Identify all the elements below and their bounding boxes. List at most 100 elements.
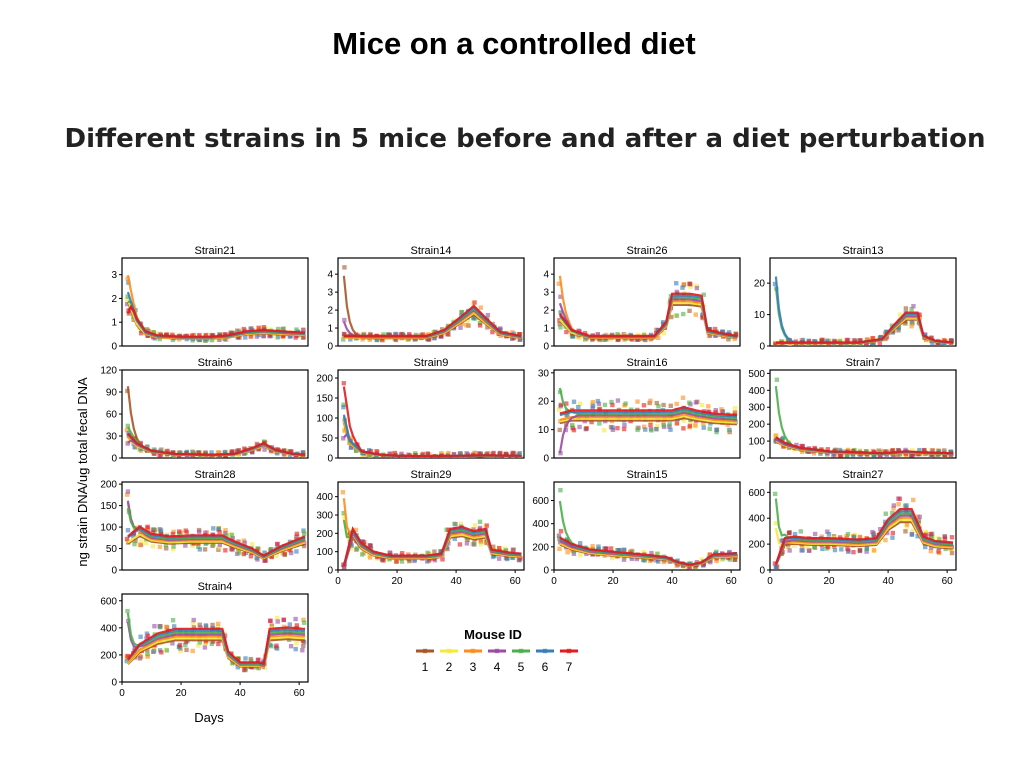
x-tick-label: 0 bbox=[551, 576, 557, 587]
point-mouse-6 bbox=[917, 447, 922, 453]
panel-title: Strain4 bbox=[198, 581, 233, 593]
point-mouse-6 bbox=[287, 622, 292, 627]
y-tick-label: 20 bbox=[538, 397, 550, 408]
x-tick-label: 20 bbox=[823, 576, 835, 587]
y-tick-label: 0 bbox=[543, 566, 549, 577]
panel-title: Strain13 bbox=[843, 245, 884, 257]
point-mouse-5 bbox=[196, 544, 201, 550]
point-mouse-7 bbox=[825, 544, 831, 550]
point-mouse-7 bbox=[294, 531, 300, 537]
point-mouse-7 bbox=[248, 334, 253, 339]
point-mouse-6 bbox=[471, 315, 476, 321]
point-mouse-4 bbox=[223, 530, 228, 536]
point-mouse-3 bbox=[125, 492, 130, 497]
y-tick-label: 0 bbox=[111, 566, 117, 577]
point-mouse-5 bbox=[597, 421, 602, 426]
point-mouse-5 bbox=[157, 336, 162, 342]
point-mouse-6 bbox=[275, 334, 281, 340]
trend-line-mouse-7 bbox=[343, 304, 522, 337]
point-mouse-5 bbox=[190, 338, 195, 343]
y-tick-label: 90 bbox=[106, 388, 118, 399]
point-mouse-4 bbox=[217, 337, 222, 342]
trend-line-mouse-7 bbox=[559, 536, 738, 566]
point-mouse-5 bbox=[230, 660, 235, 666]
point-mouse-4 bbox=[571, 551, 577, 556]
trend-line-mouse-2 bbox=[559, 415, 738, 424]
point-mouse-6 bbox=[727, 427, 732, 433]
point-mouse-7 bbox=[250, 449, 255, 455]
point-mouse-4 bbox=[649, 550, 654, 556]
point-mouse-7 bbox=[897, 496, 902, 502]
panel-frame bbox=[121, 481, 309, 571]
legend-label-4: 4 bbox=[494, 660, 501, 674]
point-mouse-6 bbox=[197, 547, 203, 552]
panel-title: Strain14 bbox=[411, 245, 452, 257]
point-mouse-6 bbox=[878, 335, 883, 340]
point-mouse-4 bbox=[911, 304, 916, 309]
point-mouse-5 bbox=[655, 551, 660, 556]
point-mouse-7 bbox=[621, 426, 627, 432]
point-mouse-6 bbox=[138, 634, 143, 639]
point-mouse-6 bbox=[904, 503, 909, 508]
point-mouse-7 bbox=[610, 402, 615, 408]
point-mouse-6 bbox=[826, 532, 832, 537]
point-mouse-3 bbox=[190, 648, 195, 654]
point-mouse-7 bbox=[176, 455, 182, 458]
point-mouse-3 bbox=[215, 450, 221, 455]
point-mouse-4 bbox=[293, 616, 298, 622]
point-mouse-5 bbox=[452, 521, 457, 527]
point-mouse-6 bbox=[643, 427, 648, 432]
point-mouse-5 bbox=[163, 542, 169, 548]
point-mouse-7 bbox=[446, 527, 451, 532]
point-mouse-5 bbox=[635, 427, 640, 433]
point-mouse-4 bbox=[948, 343, 954, 346]
panel-frame bbox=[337, 369, 525, 459]
y-tick-label: 0 bbox=[327, 566, 333, 577]
point-mouse-3 bbox=[137, 653, 142, 658]
panel-frame bbox=[121, 369, 309, 459]
x-tick-label: 0 bbox=[335, 576, 341, 587]
point-mouse-7 bbox=[268, 618, 273, 623]
point-mouse-7 bbox=[124, 536, 130, 542]
point-mouse-6 bbox=[457, 451, 463, 456]
point-mouse-2 bbox=[661, 331, 667, 336]
point-mouse-6 bbox=[818, 451, 823, 456]
point-mouse-2 bbox=[150, 544, 156, 549]
y-tick-label: 4 bbox=[327, 270, 333, 281]
point-mouse-3 bbox=[693, 312, 698, 317]
point-mouse-6 bbox=[851, 535, 857, 540]
point-mouse-4 bbox=[622, 422, 627, 428]
panel-title: Strain6 bbox=[198, 357, 233, 369]
trend-line-mouse-7 bbox=[775, 311, 954, 344]
y-tick-label: 60 bbox=[106, 410, 118, 421]
point-mouse-3 bbox=[871, 548, 877, 553]
point-mouse-4 bbox=[895, 452, 901, 457]
point-mouse-6 bbox=[890, 535, 895, 540]
point-mouse-6 bbox=[374, 454, 379, 458]
point-mouse-6 bbox=[145, 444, 150, 450]
panel-frame bbox=[769, 369, 957, 459]
point-mouse-1 bbox=[661, 402, 666, 408]
point-mouse-2 bbox=[655, 424, 660, 429]
y-axis-label: ng strain DNA/ug total fecal DNA bbox=[75, 377, 90, 567]
point-mouse-1 bbox=[471, 527, 476, 532]
legend-title: Mouse ID bbox=[464, 627, 522, 642]
y-tick-label: 500 bbox=[748, 369, 765, 380]
point-mouse-4 bbox=[137, 656, 143, 661]
point-mouse-7 bbox=[564, 401, 569, 406]
point-mouse-2 bbox=[274, 553, 279, 559]
point-mouse-7 bbox=[420, 332, 426, 337]
point-mouse-7 bbox=[942, 536, 948, 541]
y-tick-label: 300 bbox=[316, 511, 333, 522]
panel-title: Strain16 bbox=[627, 357, 668, 369]
x-tick-label: 20 bbox=[391, 576, 403, 587]
point-mouse-6 bbox=[565, 413, 570, 418]
y-tick-label: 10 bbox=[538, 425, 550, 436]
point-mouse-1 bbox=[903, 529, 908, 534]
point-mouse-5 bbox=[812, 544, 817, 550]
point-mouse-2 bbox=[458, 521, 464, 527]
point-mouse-7 bbox=[440, 557, 445, 562]
point-mouse-6 bbox=[871, 453, 877, 458]
point-mouse-7 bbox=[242, 446, 247, 451]
point-mouse-7 bbox=[917, 312, 922, 317]
